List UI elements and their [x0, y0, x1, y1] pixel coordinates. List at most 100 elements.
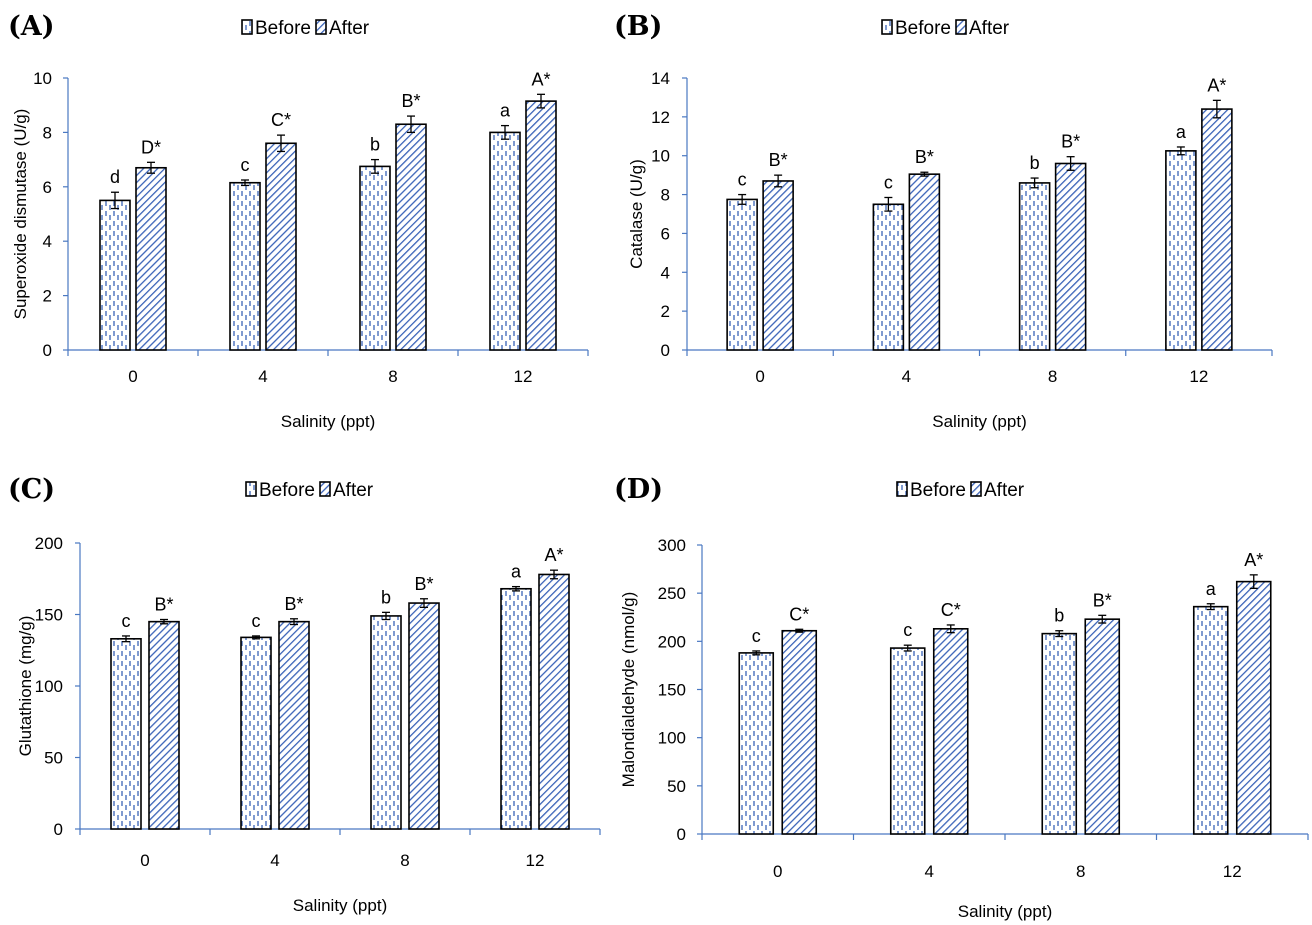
significance-label: b: [381, 587, 391, 607]
y-tick-label: 0: [54, 820, 63, 839]
chart-panel-4: (D) Before After 0 50 100 150 200 250 300 0 c C* 4 c C*…: [614, 474, 1309, 921]
bar-after: [1084, 618, 1121, 835]
bar-before: [500, 587, 532, 830]
x-tick-label: 0: [773, 862, 782, 881]
x-tick-label: 0: [128, 367, 137, 386]
legend: Before After: [896, 480, 1025, 501]
y-tick-label: 100: [35, 677, 63, 696]
significance-label: A*: [1244, 550, 1263, 570]
y-tick-label: 250: [658, 584, 686, 603]
x-tick-label: 12: [514, 367, 533, 386]
significance-label: B*: [401, 91, 420, 111]
y-axis-title: Catalase (U/g): [627, 159, 646, 269]
significance-label: c: [903, 620, 912, 640]
y-tick-label: 50: [44, 749, 63, 768]
significance-label: B*: [1061, 132, 1080, 152]
x-tick-label: 4: [902, 367, 911, 386]
bar-after: [538, 573, 570, 830]
bar-before: [489, 131, 521, 351]
bar-after: [395, 123, 427, 351]
x-axis-title: Salinity (ppt): [958, 902, 1052, 921]
x-tick-label: 0: [140, 851, 149, 870]
y-tick-label: 6: [661, 224, 670, 243]
significance-label: a: [500, 101, 511, 121]
panel-letter: (A): [8, 11, 55, 42]
legend-label-before: Before: [895, 18, 951, 39]
y-tick-label: 10: [33, 69, 52, 88]
bar-before: [1018, 182, 1051, 351]
x-axis-title: Salinity (ppt): [932, 412, 1026, 431]
panels: (A) Before After02468100dD*4cC*8bB*12aA*Sa…: [8, 11, 1309, 921]
x-axis-title: Salinity (ppt): [281, 412, 375, 431]
bar-before: [1041, 632, 1078, 835]
bar-after: [762, 180, 794, 351]
legend-swatch-after: [970, 481, 982, 497]
chart-panel-2: (B) Before After 0 2 4 6 8 10 12 14 0 c B* 4 c B* 8 b B* 12 a…: [614, 11, 1273, 431]
x-tick-label: 8: [388, 367, 397, 386]
legend-swatch-after: [955, 19, 967, 35]
bar-before: [370, 615, 402, 830]
bar-after: [781, 629, 818, 835]
y-tick-label: 4: [661, 263, 670, 282]
x-tick-label: 4: [925, 862, 934, 881]
significance-label: b: [370, 135, 380, 155]
x-axis-title: Salinity (ppt): [293, 896, 387, 915]
legend-swatch-before: [896, 481, 908, 497]
bar-after: [278, 620, 310, 830]
legend-label-before: Before: [910, 480, 966, 501]
significance-label: B*: [769, 150, 788, 170]
significance-label: a: [511, 562, 522, 582]
y-tick-label: 4: [43, 232, 52, 251]
significance-label: c: [122, 611, 131, 631]
legend-swatch-after: [319, 481, 331, 497]
significance-label: a: [1176, 122, 1187, 142]
y-axis-title: Glutathione (mg/g): [16, 616, 35, 757]
x-tick-label: 8: [400, 851, 409, 870]
significance-label: c: [252, 611, 261, 631]
x-tick-label: 4: [258, 367, 267, 386]
y-tick-label: 300: [658, 536, 686, 555]
legend-label-after: After: [329, 18, 370, 39]
chart-panel-3: (C) Before After 0 50 100 150 200 0 c B* 4 c B* 8 b B* 12…: [8, 474, 601, 915]
x-tick-label: 8: [1076, 862, 1085, 881]
significance-label: c: [241, 155, 250, 175]
y-tick-label: 200: [658, 632, 686, 651]
legend-swatch-before: [881, 19, 893, 35]
bar-after: [1054, 162, 1087, 351]
significance-label: d: [110, 167, 120, 187]
legend-swatch-before: [241, 19, 253, 35]
significance-label: B*: [1093, 590, 1112, 610]
y-tick-label: 10: [651, 147, 670, 166]
y-tick-label: 150: [658, 681, 686, 700]
legend: Before After: [881, 18, 1010, 39]
significance-label: b: [1030, 153, 1040, 173]
y-tick-label: 0: [43, 341, 52, 360]
legend-label-before: Before: [255, 18, 311, 39]
significance-label: B*: [915, 147, 934, 167]
significance-label: C*: [271, 110, 291, 130]
significance-label: c: [752, 626, 761, 646]
significance-label: A*: [544, 545, 563, 565]
bar-before: [229, 181, 261, 351]
bar-after: [932, 628, 969, 835]
y-axis-title: Superoxide dismutase (U/g): [11, 109, 30, 320]
bar-before: [738, 652, 775, 835]
y-tick-label: 0: [677, 825, 686, 844]
bar-after: [1235, 580, 1272, 835]
panel-letter: (C): [8, 474, 55, 505]
bar-after: [908, 173, 941, 351]
x-tick-label: 12: [1223, 862, 1242, 881]
y-tick-label: 8: [43, 123, 52, 142]
y-tick-label: 100: [658, 729, 686, 748]
y-tick-label: 200: [35, 534, 63, 553]
x-tick-label: 0: [755, 367, 764, 386]
y-tick-label: 150: [35, 606, 63, 625]
significance-label: c: [738, 170, 747, 190]
y-axis-title: Malondialdehyde (nmol/g): [619, 592, 638, 788]
bar-before: [1192, 605, 1229, 835]
significance-label: B*: [154, 595, 173, 615]
significance-label: b: [1054, 606, 1064, 626]
bar-before: [872, 203, 905, 351]
y-tick-label: 8: [661, 186, 670, 205]
